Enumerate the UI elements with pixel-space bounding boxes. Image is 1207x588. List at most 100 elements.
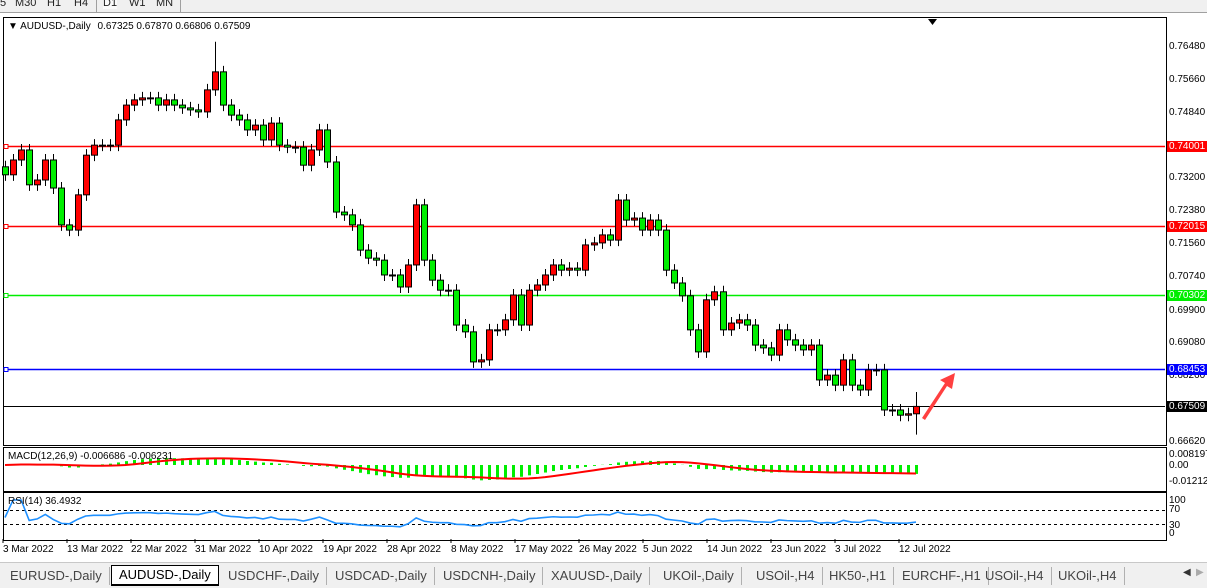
- candle-body: [711, 291, 718, 301]
- main-chart-panel[interactable]: [3, 17, 1167, 446]
- candlestick: [518, 288, 525, 332]
- candlestick: [486, 323, 493, 366]
- candlestick: [212, 41, 219, 96]
- candle-body: [550, 264, 557, 276]
- candle-body: [679, 282, 686, 297]
- date-axis-label: 28 Apr 2022: [387, 544, 441, 555]
- candle-body: [840, 359, 847, 386]
- candle-body: [849, 359, 856, 386]
- timeframe-w1[interactable]: W1: [129, 0, 146, 9]
- candlestick: [470, 325, 477, 368]
- tab-eurchf-h1[interactable]: EURCHF-,H1: [895, 567, 989, 585]
- candlestick: [462, 319, 469, 338]
- rsi-panel[interactable]: [3, 492, 1167, 541]
- candle-body: [792, 339, 799, 346]
- candlestick: [703, 293, 710, 358]
- timeframe-h4[interactable]: H4: [74, 0, 89, 9]
- tab-hk50-h1[interactable]: HK50-,H1: [822, 567, 895, 585]
- candlestick: [155, 91, 162, 112]
- candle-body: [913, 405, 920, 415]
- candle-body: [591, 242, 598, 246]
- candlestick: [784, 323, 791, 346]
- candlestick: [26, 143, 33, 191]
- candle-body: [2, 166, 9, 176]
- candle-body: [147, 97, 154, 100]
- tab-usdchf-daily[interactable]: USDCHF-,Daily: [221, 567, 327, 585]
- candlestick: [405, 258, 412, 293]
- candle-body: [50, 159, 57, 189]
- tab-ukoil-daily[interactable]: UKOil-,Daily: [656, 567, 742, 585]
- tab-scroll-right-icon[interactable]: ▶: [1196, 567, 1204, 578]
- rsi-label: RSI(14) 36.4932: [8, 496, 82, 507]
- tab-scroll-left-icon[interactable]: ◀: [1183, 567, 1191, 578]
- price-level-tag: 0.70302: [1167, 289, 1207, 301]
- macd-panel[interactable]: [3, 447, 1167, 492]
- tab-usoil-h4[interactable]: USOil-,H4: [978, 567, 1052, 585]
- price-axis-label: 0.74840: [1169, 106, 1206, 118]
- candle-body: [139, 97, 146, 101]
- timeframe-h1[interactable]: H1: [47, 0, 62, 9]
- rsi-axis-30: 30: [1169, 520, 1181, 531]
- candlestick: [260, 119, 267, 146]
- timeframe-mn[interactable]: MN: [156, 0, 174, 9]
- toolbar-separator: [180, 0, 181, 12]
- tab-ukoil-h4[interactable]: UKOil-,H4: [1051, 567, 1125, 585]
- candle-body: [574, 267, 581, 271]
- price-chart[interactable]: [0, 0, 1207, 560]
- price-axis-label: 0.73200: [1169, 172, 1206, 184]
- candle-body: [18, 149, 25, 161]
- candlestick: [607, 228, 614, 247]
- red-arrow-annotation: [922, 373, 955, 420]
- candle-body: [615, 199, 622, 241]
- candlestick: [453, 284, 460, 332]
- level-handle-icon[interactable]: [3, 144, 9, 149]
- collapse-triangle-icon[interactable]: ▼: [8, 21, 18, 32]
- timeframe-m30[interactable]: M30: [15, 0, 37, 9]
- timeframe-d1[interactable]: D1: [103, 0, 118, 9]
- candlestick: [2, 160, 9, 181]
- level-handle-icon[interactable]: [3, 224, 9, 229]
- candlestick: [220, 65, 227, 112]
- chart-shift-marker-icon[interactable]: [928, 19, 937, 25]
- candle-body: [703, 299, 710, 353]
- date-axis-label: 17 May 2022: [515, 544, 573, 555]
- timeframe-m5[interactable]: 5: [0, 0, 7, 9]
- candle-body: [236, 114, 243, 121]
- candlestick: [865, 363, 872, 396]
- candlestick: [736, 313, 743, 330]
- candlestick: [34, 174, 41, 191]
- chart-title: ▼ AUDUSD-,Daily 0.67325 0.67870 0.66806 …: [8, 21, 250, 32]
- candle-body: [655, 219, 662, 231]
- candle-body: [421, 204, 428, 261]
- candlestick: [776, 323, 783, 362]
- candle-body: [534, 284, 541, 291]
- candlestick: [324, 123, 331, 168]
- candle-body: [155, 97, 162, 106]
- tab-xauusd-daily[interactable]: XAUUSD-,Daily: [544, 567, 651, 585]
- candle-body: [179, 104, 186, 109]
- level-handle-icon[interactable]: [3, 293, 9, 298]
- candle-body: [333, 161, 340, 213]
- candlestick: [437, 274, 444, 297]
- tab-usdcad-daily[interactable]: USDCAD-,Daily: [328, 567, 435, 585]
- candlestick: [816, 339, 823, 386]
- tab-usoil-h4[interactable]: USOil-,H4: [749, 567, 823, 585]
- candlestick: [752, 319, 759, 352]
- price-level-tag: 0.67509: [1167, 400, 1207, 412]
- candle-body: [187, 107, 194, 111]
- candle-body: [776, 329, 783, 356]
- candle-body: [260, 124, 267, 141]
- tab-usdcnh-daily[interactable]: USDCNH-,Daily: [436, 567, 544, 585]
- candle-body: [526, 289, 533, 326]
- candle-body: [381, 259, 388, 276]
- price-axis-label: 0.66620: [1169, 436, 1206, 448]
- candle-body: [881, 369, 888, 411]
- level-handle-icon[interactable]: [3, 367, 9, 372]
- candlestick: [308, 143, 315, 172]
- candlestick: [623, 194, 630, 227]
- tab-audusd-daily[interactable]: AUDUSD-,Daily: [111, 565, 219, 586]
- macd-signal-line: [4, 457, 917, 480]
- candle-body: [582, 244, 589, 271]
- candle-body: [639, 217, 646, 231]
- tab-eurusd-daily[interactable]: EURUSD-,Daily: [3, 567, 110, 585]
